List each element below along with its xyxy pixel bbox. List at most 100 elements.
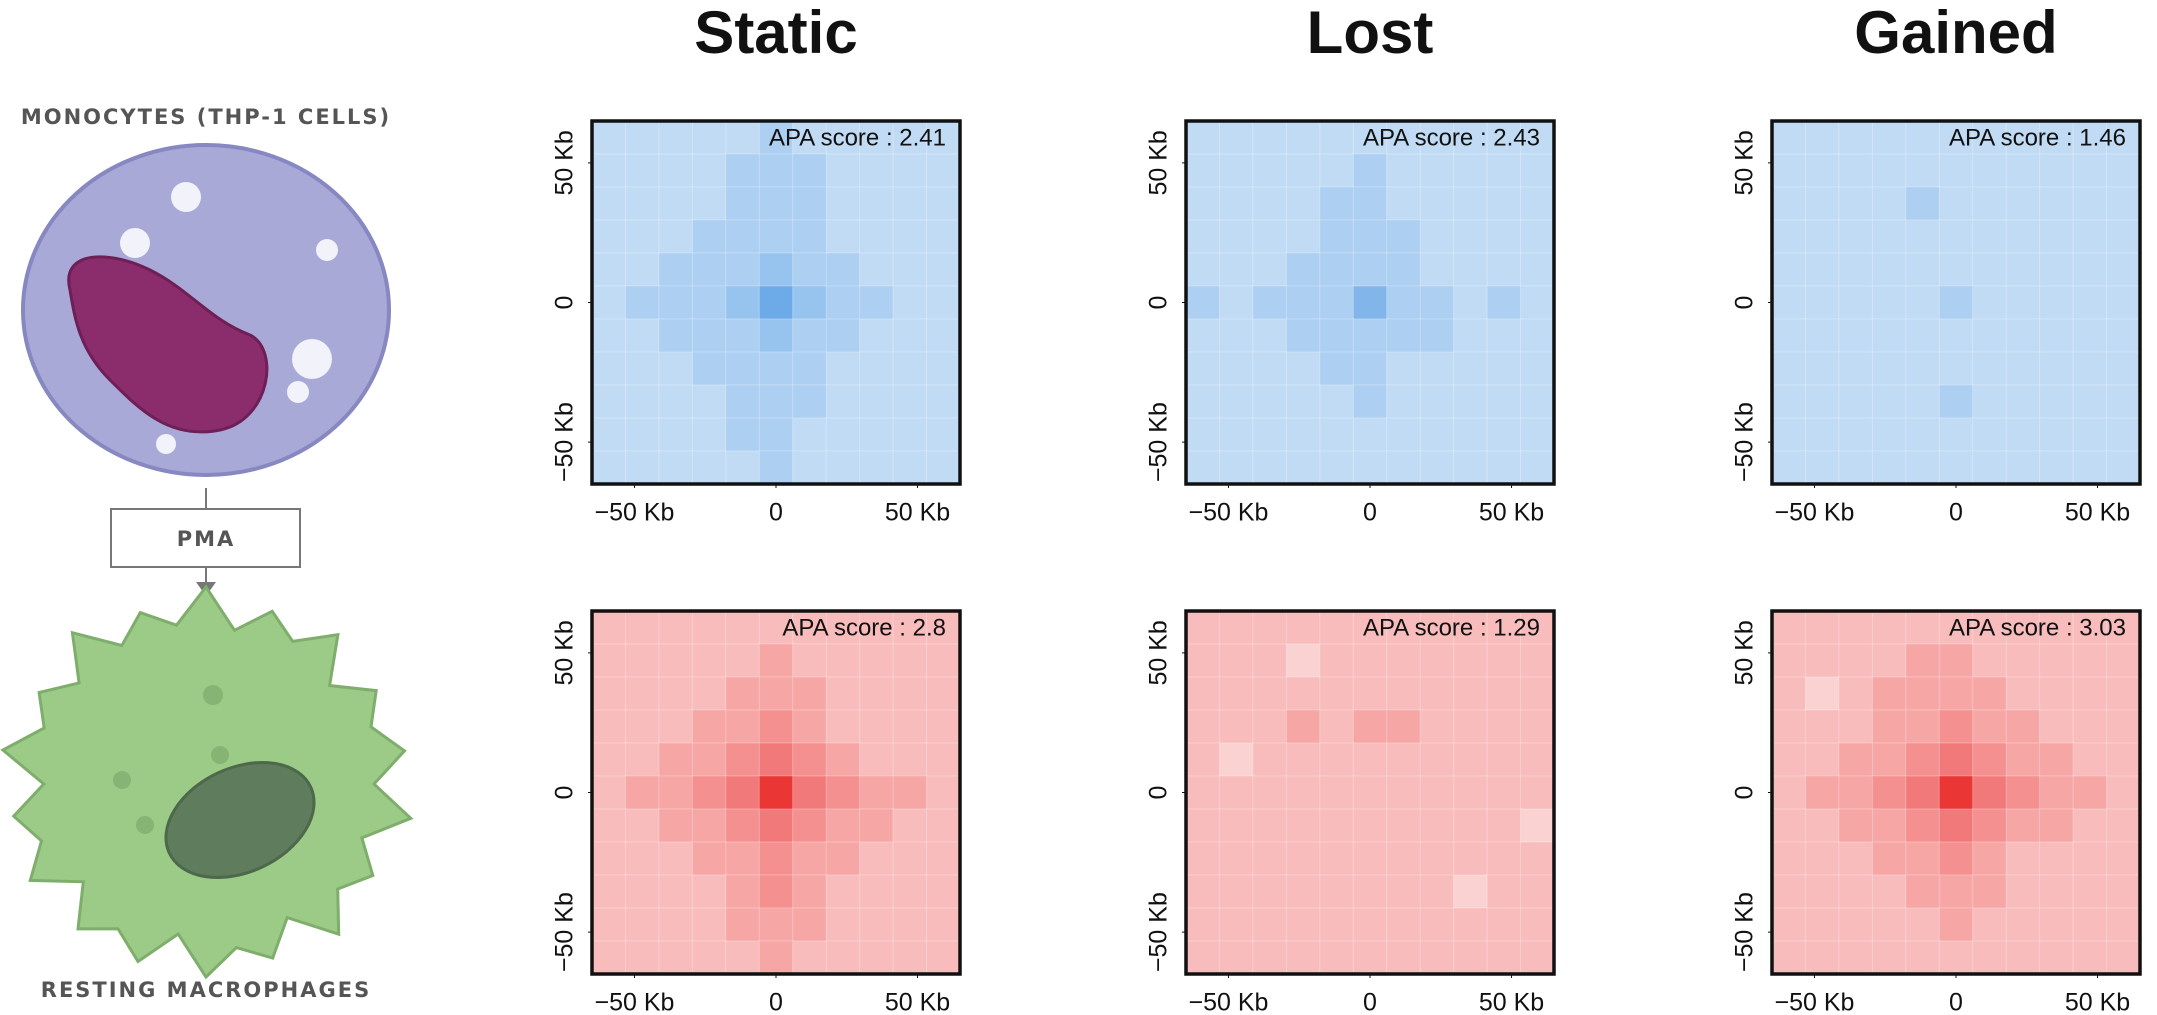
heatmap-cell bbox=[859, 318, 894, 353]
heatmap-cell bbox=[658, 643, 694, 678]
heatmap-cell bbox=[1185, 417, 1221, 452]
heatmap-cell bbox=[691, 417, 727, 452]
heatmap-cell bbox=[2039, 417, 2074, 452]
heatmap-cell bbox=[825, 775, 861, 810]
heatmap-cell bbox=[1319, 742, 1355, 777]
apa-score: APA score : 1.29 bbox=[1363, 614, 1540, 641]
heatmap-cell bbox=[1520, 417, 1555, 452]
heatmap-cell bbox=[1453, 775, 1488, 810]
heatmap-cell bbox=[1871, 450, 1907, 485]
heatmap-cell bbox=[725, 318, 761, 353]
heatmap-cell bbox=[1838, 285, 1874, 320]
heatmap-cell bbox=[691, 742, 727, 777]
heatmap-cell bbox=[1352, 808, 1388, 843]
heatmap-cell bbox=[1386, 643, 1421, 678]
heatmap-cell bbox=[1804, 841, 1840, 876]
heatmap-cell bbox=[2005, 417, 2041, 452]
heatmap-cell bbox=[1972, 643, 2007, 678]
heatmap-cell bbox=[825, 610, 861, 645]
heatmap-cell bbox=[591, 610, 627, 645]
heatmap-cell bbox=[825, 252, 861, 287]
y-tick-label: 50 Kb bbox=[551, 130, 579, 195]
heatmap-cell bbox=[1453, 384, 1488, 419]
heatmap-cell bbox=[1771, 252, 1807, 287]
heatmap-cell bbox=[1453, 252, 1488, 287]
heatmap-cell bbox=[658, 450, 694, 485]
vesicle bbox=[316, 239, 338, 261]
heatmap-cell bbox=[1218, 384, 1254, 419]
heatmap-cell bbox=[792, 351, 827, 386]
heatmap-cell bbox=[859, 153, 894, 188]
heatmap-cell bbox=[926, 285, 961, 320]
heatmap-cell bbox=[1972, 940, 2007, 975]
heatmap-cell bbox=[825, 450, 861, 485]
heatmap-cell bbox=[1185, 709, 1221, 744]
heatmap-cell bbox=[926, 775, 961, 810]
heatmap-cell bbox=[859, 417, 894, 452]
heatmap-cell bbox=[1838, 676, 1874, 711]
heatmap-cell bbox=[591, 285, 627, 320]
heatmap-cell bbox=[725, 610, 761, 645]
heatmap-cell bbox=[859, 940, 894, 975]
heatmap-cell bbox=[1838, 907, 1874, 942]
heatmap-cell bbox=[1771, 610, 1807, 645]
heatmap-cell bbox=[2106, 384, 2141, 419]
heatmap-cell bbox=[758, 417, 794, 452]
heatmap-cell bbox=[1905, 610, 1941, 645]
heatmap-cell bbox=[2072, 120, 2108, 155]
heatmap-cell bbox=[1386, 742, 1421, 777]
heatmap-cell bbox=[1838, 643, 1874, 678]
heatmap-cell bbox=[591, 775, 627, 810]
granule bbox=[203, 685, 223, 705]
heatmap-cell bbox=[792, 709, 827, 744]
heatmap-cell bbox=[1905, 775, 1941, 810]
heatmap-cell bbox=[591, 219, 627, 254]
heatmap-cell bbox=[892, 153, 928, 188]
heatmap-cell bbox=[1386, 450, 1421, 485]
heatmap-cell bbox=[758, 874, 794, 909]
x-tick-label: 50 Kb bbox=[885, 989, 950, 1015]
heatmap-cell bbox=[1319, 709, 1355, 744]
heatmap-cell bbox=[859, 351, 894, 386]
heatmap-cell bbox=[1972, 318, 2007, 353]
heatmap-cell bbox=[2072, 153, 2108, 188]
heatmap-cell bbox=[658, 252, 694, 287]
heatmap-cell bbox=[1352, 219, 1388, 254]
heatmap-cell bbox=[1972, 775, 2007, 810]
heatmap-cell bbox=[2005, 676, 2041, 711]
heatmap-cell bbox=[1905, 219, 1941, 254]
y-tick-label: 0 bbox=[1731, 786, 1759, 800]
heatmap-cell bbox=[892, 742, 928, 777]
heatmap-cell bbox=[1905, 120, 1941, 155]
heatmap-cell bbox=[1938, 384, 1974, 419]
heatmap-cell bbox=[1319, 186, 1355, 221]
heatmap-cell bbox=[1905, 417, 1941, 452]
heatmap-cell bbox=[1419, 351, 1455, 386]
heatmap-cell bbox=[1218, 351, 1254, 386]
heatmap-cell bbox=[1804, 709, 1840, 744]
heatmap-cell bbox=[1972, 676, 2007, 711]
heatmap-cell bbox=[1185, 285, 1221, 320]
heatmap-cell bbox=[1871, 610, 1907, 645]
heatmap-cell bbox=[1185, 676, 1221, 711]
heatmap-cell bbox=[926, 643, 961, 678]
heatmap-cell bbox=[1453, 219, 1488, 254]
heatmap-cell bbox=[1938, 252, 1974, 287]
heatmap-cell bbox=[1771, 709, 1807, 744]
heatmap-cell bbox=[1252, 742, 1288, 777]
heatmap-cell bbox=[1419, 384, 1455, 419]
heatmap-cell bbox=[2039, 318, 2074, 353]
heatmap-cell bbox=[1871, 808, 1907, 843]
heatmap-cell bbox=[591, 676, 627, 711]
heatmap-cell bbox=[1972, 219, 2007, 254]
heatmap-cell bbox=[792, 417, 827, 452]
heatmap-cell bbox=[825, 153, 861, 188]
heatmap-cell bbox=[1871, 318, 1907, 353]
heatmap-cell bbox=[591, 186, 627, 221]
heatmap-cell bbox=[1804, 219, 1840, 254]
x-tick-label: 50 Kb bbox=[2065, 989, 2130, 1015]
heatmap-cell bbox=[825, 351, 861, 386]
heatmap-cell bbox=[792, 153, 827, 188]
heatmap-cell bbox=[1185, 610, 1221, 645]
